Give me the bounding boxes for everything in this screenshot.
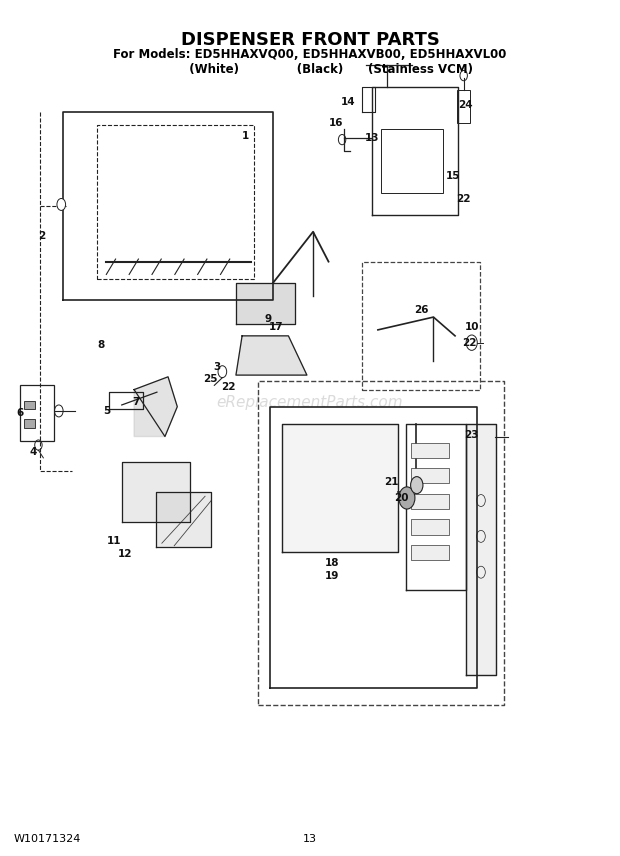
Text: 17: 17 <box>268 323 283 332</box>
Text: 19: 19 <box>324 572 339 581</box>
Text: DISPENSER FRONT PARTS: DISPENSER FRONT PARTS <box>180 32 440 50</box>
Text: 13: 13 <box>303 835 317 844</box>
Circle shape <box>399 487 415 509</box>
Text: 1: 1 <box>242 131 249 141</box>
Text: 5: 5 <box>103 406 110 416</box>
Polygon shape <box>466 424 497 675</box>
Circle shape <box>57 199 66 211</box>
Text: 20: 20 <box>394 493 409 503</box>
Bar <box>410 443 449 458</box>
Text: W10171324: W10171324 <box>14 835 81 844</box>
Bar <box>20 385 54 441</box>
Text: 18: 18 <box>324 558 339 568</box>
Text: eReplacementParts.com: eReplacementParts.com <box>216 395 404 410</box>
Bar <box>381 129 443 193</box>
Text: 22: 22 <box>456 194 471 205</box>
Polygon shape <box>236 336 307 375</box>
Text: 23: 23 <box>464 430 479 440</box>
Polygon shape <box>134 377 177 437</box>
Text: 13: 13 <box>365 133 379 143</box>
Text: 22: 22 <box>462 337 477 348</box>
Bar <box>410 545 449 560</box>
Text: 26: 26 <box>414 306 428 315</box>
Polygon shape <box>122 462 190 522</box>
Text: 15: 15 <box>446 171 461 181</box>
Text: (White)              (Black)      (Stainless VCM): (White) (Black) (Stainless VCM) <box>148 62 472 76</box>
Text: 21: 21 <box>384 477 399 487</box>
Text: 8: 8 <box>98 340 105 350</box>
Bar <box>24 419 35 428</box>
Bar <box>410 520 449 535</box>
Text: For Models: ED5HHAXVQ00, ED5HHAXVB00, ED5HHAXVL00: For Models: ED5HHAXVQ00, ED5HHAXVB00, ED… <box>113 48 507 62</box>
Circle shape <box>410 477 423 494</box>
Polygon shape <box>156 492 211 548</box>
Bar <box>457 90 471 122</box>
Text: 9: 9 <box>265 314 272 324</box>
Bar <box>410 494 449 509</box>
Text: 16: 16 <box>329 117 343 128</box>
Text: 24: 24 <box>458 100 473 110</box>
Text: 14: 14 <box>341 97 356 107</box>
Polygon shape <box>236 283 294 324</box>
Text: 3: 3 <box>214 361 221 372</box>
Text: 25: 25 <box>203 373 217 383</box>
Text: 11: 11 <box>107 536 121 545</box>
Text: 12: 12 <box>118 550 132 559</box>
Bar <box>24 401 35 409</box>
Text: 10: 10 <box>464 323 479 332</box>
Text: 7: 7 <box>132 397 140 407</box>
Text: 22: 22 <box>221 382 236 392</box>
Polygon shape <box>282 424 397 552</box>
Text: 2: 2 <box>38 231 45 241</box>
Bar <box>410 468 449 484</box>
Text: 4: 4 <box>30 447 37 457</box>
Text: 6: 6 <box>16 407 24 418</box>
